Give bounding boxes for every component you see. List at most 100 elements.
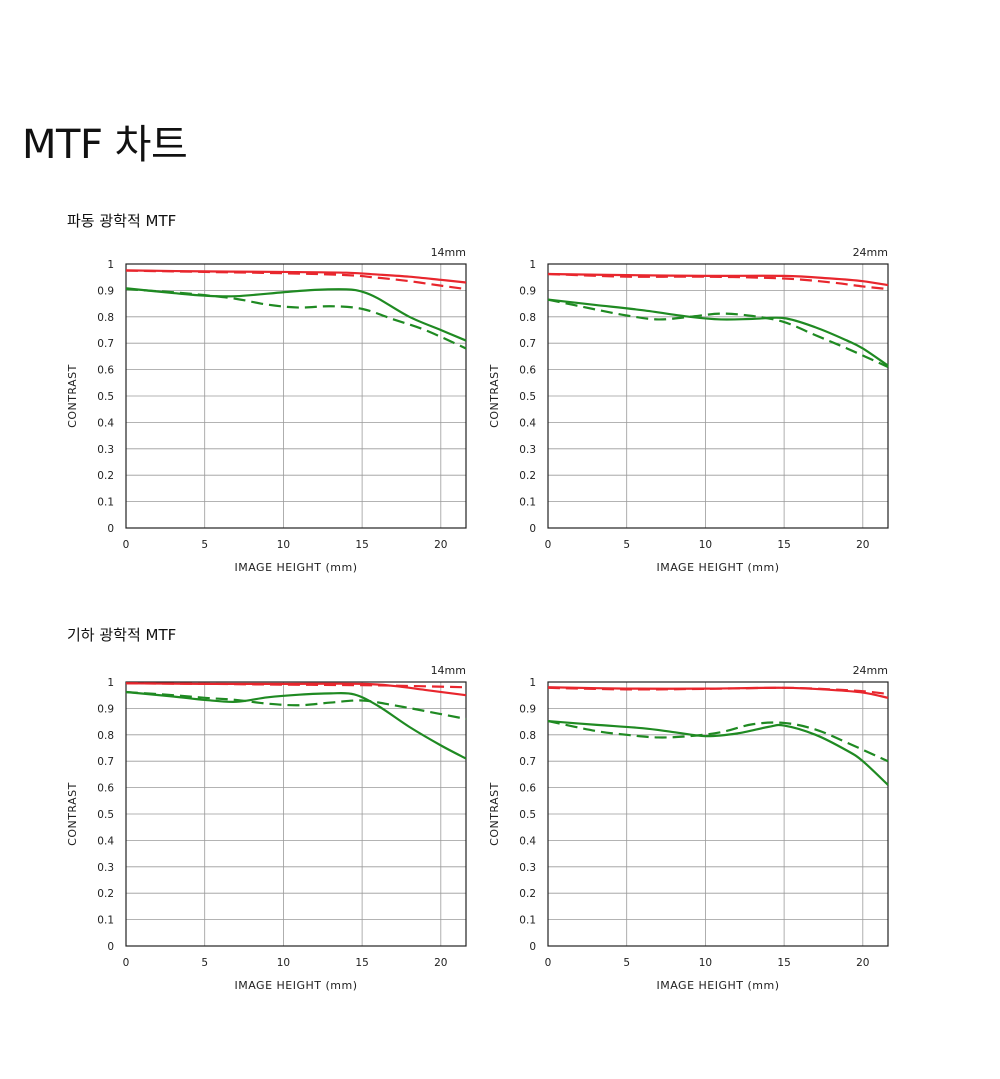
- x-axis-label: IMAGE HEIGHT (mm): [656, 979, 779, 992]
- mtf-series-green-dashed: [547, 298, 889, 368]
- mtf-series-red-dashed: [547, 686, 889, 695]
- y-tick-label: 0.1: [97, 915, 114, 927]
- x-tick-label: 5: [201, 539, 208, 551]
- y-tick-label: 0.3: [97, 862, 114, 874]
- y-tick-label: 0.6: [519, 783, 536, 795]
- x-tick-label: 10: [277, 957, 290, 969]
- y-tick-label: 0.5: [97, 809, 114, 821]
- x-tick-label: 20: [856, 539, 869, 551]
- mtf-chart-svg: 00.10.20.30.40.50.60.70.80.910 5 10 15 2024m…: [488, 664, 889, 992]
- y-tick-label: 0.1: [97, 497, 114, 509]
- x-tick-label: 15: [777, 539, 790, 551]
- x-tick-label: 20: [434, 957, 447, 969]
- mtf-chart-svg: 00.10.20.30.40.50.60.70.80.910 5 10 15 2014m…: [66, 664, 467, 992]
- y-tick-label: 0.7: [97, 338, 114, 350]
- x-tick-label: 5: [201, 957, 208, 969]
- x-tick-label: 10: [699, 539, 712, 551]
- y-tick-label: 0.4: [97, 417, 114, 429]
- mtf-chart-geometric-14mm: 0 0.1 0.2 0.3 0.4 0.5 0.6 0.7 0.8 0.9 1 0 5 10 15 20 14m…: [60, 658, 480, 998]
- x-tick-label: 10: [699, 957, 712, 969]
- y-tick-label: 0.5: [519, 809, 536, 821]
- mtf-series-green-dashed: [125, 690, 467, 721]
- x-tick-label: 0: [545, 957, 552, 969]
- y-tick-label: 0: [107, 523, 114, 535]
- x-axis-label: IMAGE HEIGHT (mm): [234, 979, 357, 992]
- y-tick-label: 0.7: [97, 756, 114, 768]
- y-tick-label: 0.3: [519, 862, 536, 874]
- y-tick-label: 0: [529, 941, 536, 953]
- y-tick-label: 0.2: [97, 470, 114, 482]
- x-tick-label: 20: [856, 957, 869, 969]
- x-tick-label: 0: [123, 957, 130, 969]
- y-tick-label: 0.9: [519, 703, 536, 715]
- y-tick-label: 0.3: [97, 444, 114, 456]
- y-tick-label: 0.4: [97, 835, 114, 847]
- x-axis-label: IMAGE HEIGHT (mm): [656, 561, 779, 574]
- y-tick-label: 1: [529, 259, 536, 271]
- mtf-chart-svg: 00.10.20.30.40.50.60.70.80.910 5 10 15 2014m…: [66, 246, 467, 574]
- y-tick-label: 0.3: [519, 444, 536, 456]
- focal-length-label: 14mm: [431, 246, 466, 259]
- y-tick-label: 1: [107, 677, 114, 689]
- y-tick-label: 1: [529, 677, 536, 689]
- x-tick-label: 20: [434, 539, 447, 551]
- y-tick-label: 0.1: [519, 497, 536, 509]
- mtf-series-green-dashed: [125, 287, 467, 350]
- y-tick-label: 0.2: [97, 888, 114, 900]
- y-tick-label: 0.9: [97, 703, 114, 715]
- mtf-chart-svg: 00.10.20.30.40.50.60.70.80.910 5 10 15 2024m…: [488, 246, 889, 574]
- y-tick-label: 0.6: [519, 365, 536, 377]
- focal-length-label: 24mm: [853, 664, 888, 677]
- y-tick-label: 0.7: [519, 756, 536, 768]
- mtf-series-red-solid: [125, 269, 467, 284]
- y-tick-label: 0.4: [519, 835, 536, 847]
- y-tick-label: 0.8: [97, 730, 114, 742]
- plot-frame: [125, 263, 467, 529]
- x-tick-label: 15: [355, 957, 368, 969]
- y-tick-label: 0.7: [519, 338, 536, 350]
- mtf-chart-geometric-24mm: 0 0.1 0.2 0.3 0.4 0.5 0.6 0.7 0.8 0.9 1 0 5 10 15 20 24m…: [482, 658, 902, 998]
- focal-length-label: 24mm: [853, 246, 888, 259]
- section-title-wave: 파동 광학적 MTF: [67, 212, 177, 230]
- mtf-series-red-dashed: [547, 272, 889, 291]
- x-tick-label: 10: [277, 539, 290, 551]
- y-tick-label: 1: [107, 259, 114, 271]
- mtf-series-green-solid: [547, 719, 889, 786]
- mtf-series-green-solid: [547, 298, 889, 367]
- y-tick-label: 0.8: [97, 312, 114, 324]
- y-axis-label: CONTRAST: [488, 364, 501, 428]
- y-axis-label: CONTRAST: [488, 782, 501, 846]
- x-tick-label: 15: [777, 957, 790, 969]
- mtf-chart-wave-24mm: 0 0.1 0.2 0.3 0.4 0.5 0.6 0.7 0.8 0.9 1 0 5 10 15 20 24m…: [482, 240, 902, 580]
- y-tick-label: 0.6: [97, 365, 114, 377]
- y-tick-label: 0.9: [519, 285, 536, 297]
- mtf-series-green-solid: [125, 690, 467, 760]
- mtf-series-red-dashed: [125, 682, 467, 689]
- y-tick-label: 0.5: [519, 391, 536, 403]
- mtf-chart-wave-14mm: 0 0.1 0.2 0.3 0.4 0.5 0.6 0.7 0.8 0.9 1 0 5 10 15 20 14m…: [60, 240, 480, 580]
- plot-frame: [547, 681, 889, 947]
- y-tick-label: 0.9: [97, 285, 114, 297]
- x-tick-label: 5: [623, 957, 630, 969]
- section-title-geometric: 기하 광학적 MTF: [67, 626, 177, 644]
- focal-length-label: 14mm: [431, 664, 466, 677]
- x-axis-label: IMAGE HEIGHT (mm): [234, 561, 357, 574]
- y-tick-label: 0: [107, 941, 114, 953]
- x-tick-label: 0: [123, 539, 130, 551]
- y-axis-label: CONTRAST: [66, 782, 79, 846]
- y-tick-label: 0.8: [519, 730, 536, 742]
- y-tick-label: 0.2: [519, 888, 536, 900]
- y-tick-label: 0.6: [97, 783, 114, 795]
- mtf-series-red-dashed: [125, 269, 467, 291]
- x-tick-label: 5: [623, 539, 630, 551]
- mtf-series-green-solid: [125, 287, 467, 342]
- page-title: MTF 차트: [22, 122, 188, 168]
- y-tick-label: 0.5: [97, 391, 114, 403]
- plot-frame: [547, 263, 889, 529]
- x-tick-label: 0: [545, 539, 552, 551]
- x-tick-label: 15: [355, 539, 368, 551]
- plot-frame: [125, 681, 467, 947]
- mtf-series-red-solid: [547, 272, 889, 287]
- y-tick-label: 0.8: [519, 312, 536, 324]
- y-tick-label: 0.1: [519, 915, 536, 927]
